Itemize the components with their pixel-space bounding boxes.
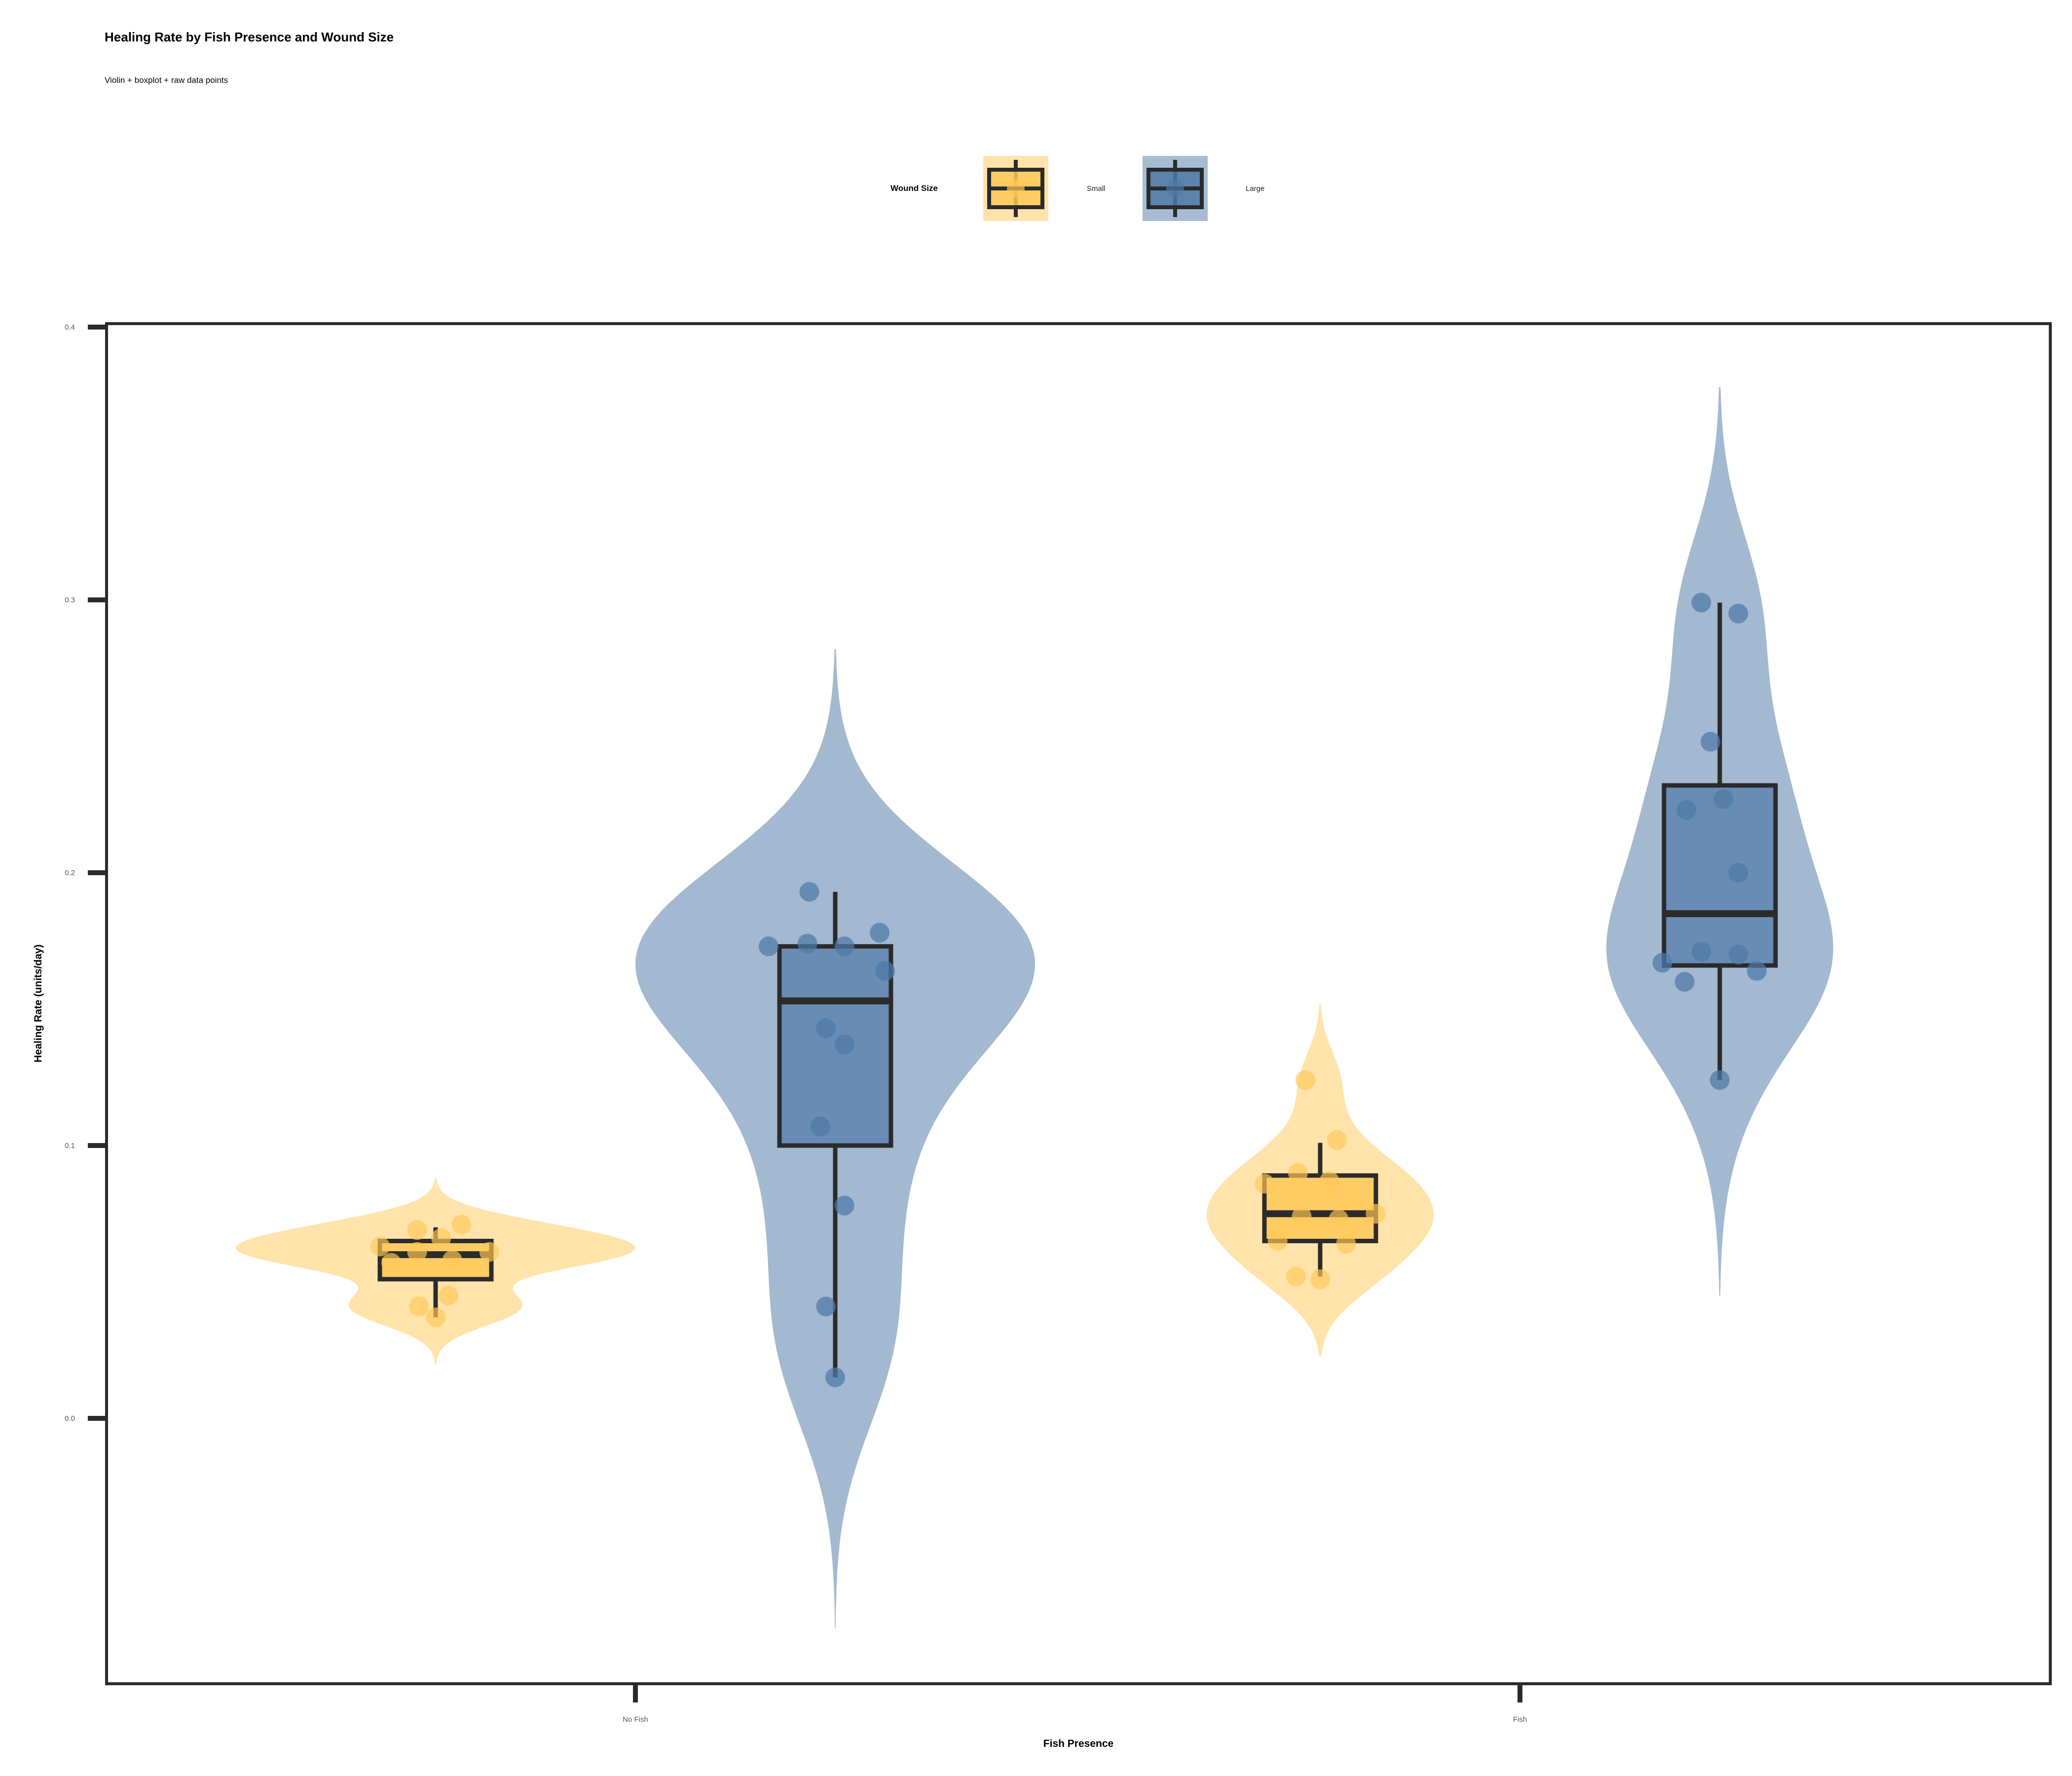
x-tick-label-1: Fish bbox=[1513, 1715, 1527, 1724]
point-large-no-fish-5 bbox=[816, 1018, 836, 1038]
point-large-fish-6 bbox=[1701, 732, 1721, 752]
point-large-no-fish-8 bbox=[834, 936, 854, 957]
point-large-fish-11 bbox=[1728, 944, 1748, 964]
point-large-no-fish-11 bbox=[870, 923, 889, 943]
point-large-fish-7 bbox=[1710, 1070, 1730, 1090]
point-small-fish-6 bbox=[1295, 1070, 1315, 1090]
point-large-fish-3 bbox=[1676, 800, 1697, 820]
point-large-no-fish-1 bbox=[759, 936, 778, 957]
point-large-fish-1 bbox=[1652, 953, 1672, 973]
point-large-fish-2 bbox=[1674, 972, 1695, 992]
point-small-fish-3 bbox=[1286, 1266, 1306, 1287]
point-large-no-fish-2 bbox=[797, 933, 817, 954]
y-tick-label-0: 0.0 bbox=[65, 1414, 75, 1423]
point-large-no-fish-3 bbox=[799, 882, 819, 902]
point-small-fish-11 bbox=[1336, 1234, 1356, 1254]
point-small-no-fish-2 bbox=[381, 1253, 401, 1273]
point-small-no-fish-1 bbox=[370, 1236, 390, 1257]
point-large-no-fish-9 bbox=[834, 1035, 854, 1055]
point-large-no-fish-10 bbox=[834, 1195, 854, 1216]
x-axis: No Fish Fish bbox=[623, 1684, 1527, 1724]
point-small-fish-8 bbox=[1319, 1171, 1339, 1191]
y-tick-label-4: 0.4 bbox=[65, 323, 75, 332]
point-large-fish-4 bbox=[1691, 592, 1711, 613]
point-small-no-fish-8 bbox=[439, 1286, 459, 1306]
legend-key-large bbox=[1143, 156, 1208, 221]
x-tick-label-0: No Fish bbox=[623, 1715, 648, 1724]
point-small-fish-5 bbox=[1292, 1206, 1312, 1226]
point-small-no-fish-11 bbox=[479, 1242, 499, 1262]
legend-label-large: Large bbox=[1246, 185, 1264, 193]
point-small-fish-4 bbox=[1288, 1163, 1308, 1183]
point-small-no-fish-4 bbox=[407, 1242, 427, 1262]
point-large-fish-5 bbox=[1691, 942, 1711, 962]
y-tick-label-2: 0.2 bbox=[65, 869, 75, 877]
y-axis-label: Healing Rate (units/day) bbox=[33, 944, 44, 1062]
box-large-fish bbox=[1662, 783, 1778, 968]
y-axis: 0.0 0.1 0.2 0.3 0.4 bbox=[65, 323, 107, 1423]
point-small-no-fish-10 bbox=[451, 1215, 472, 1235]
point-large-fish-9 bbox=[1728, 603, 1748, 624]
point-small-fish-10 bbox=[1329, 1209, 1349, 1229]
point-large-no-fish-12 bbox=[875, 961, 895, 981]
point-small-no-fish-7 bbox=[431, 1228, 451, 1249]
y-tick-label-1: 0.1 bbox=[65, 1142, 75, 1150]
chart-subtitle: Violin + boxplot + raw data points bbox=[105, 75, 228, 85]
point-small-fish-1 bbox=[1255, 1174, 1275, 1194]
point-small-fish-2 bbox=[1267, 1231, 1288, 1251]
point-large-fish-8 bbox=[1713, 789, 1734, 809]
legend-label-small: Small bbox=[1087, 185, 1106, 193]
legend: Wound Size Small Large bbox=[890, 156, 1264, 221]
plot-area bbox=[236, 387, 1833, 1628]
point-small-no-fish-5 bbox=[409, 1296, 429, 1317]
point-small-fish-12 bbox=[1366, 1204, 1386, 1224]
point-large-no-fish-7 bbox=[825, 1368, 845, 1388]
legend-title: Wound Size bbox=[890, 184, 938, 193]
point-small-no-fish-9 bbox=[442, 1250, 462, 1270]
chart-title: Healing Rate by Fish Presence and Wound … bbox=[105, 30, 394, 44]
point-small-fish-9 bbox=[1327, 1130, 1347, 1150]
legend-key-small bbox=[983, 156, 1048, 221]
point-small-fish-7 bbox=[1310, 1269, 1330, 1289]
point-large-fish-12 bbox=[1747, 961, 1767, 981]
point-small-no-fish-3 bbox=[407, 1220, 427, 1240]
point-large-no-fish-6 bbox=[816, 1296, 836, 1317]
point-large-no-fish-4 bbox=[811, 1116, 830, 1137]
point-small-no-fish-6 bbox=[426, 1307, 445, 1328]
y-tick-label-3: 0.3 bbox=[65, 596, 75, 604]
box-small-fish bbox=[1262, 1173, 1378, 1244]
x-axis-label: Fish Presence bbox=[1043, 1738, 1113, 1749]
plot-frame bbox=[105, 322, 2052, 1685]
point-large-fish-10 bbox=[1728, 863, 1748, 883]
